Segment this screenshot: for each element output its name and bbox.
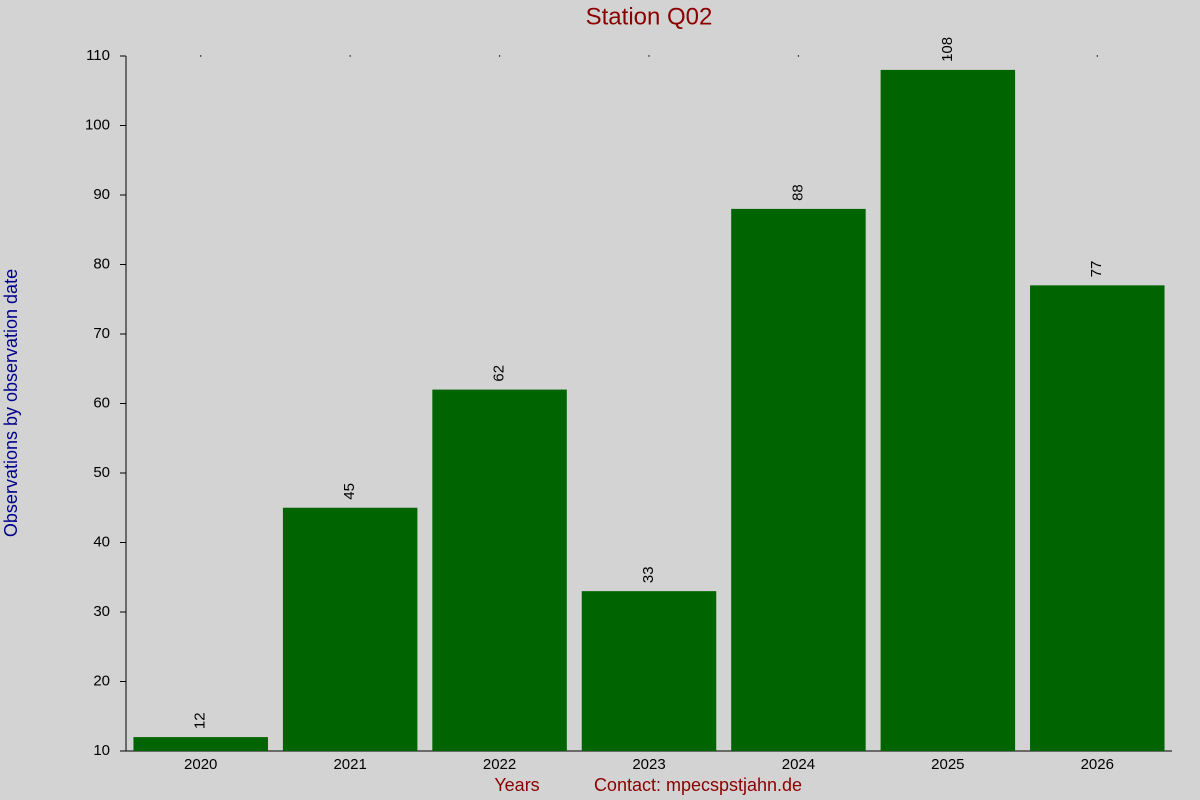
value-label: 108 — [939, 37, 956, 62]
top-tick — [648, 55, 650, 57]
bar — [880, 69, 1016, 751]
y-tick-label: 20 — [93, 672, 110, 689]
value-label: 45 — [341, 483, 358, 500]
x-axis-label: Years — [494, 775, 539, 795]
value-label: 33 — [640, 566, 657, 583]
y-axis-label: Observations by observation date — [1, 269, 21, 537]
y-tick-label: 110 — [86, 47, 110, 64]
value-label: 62 — [491, 365, 508, 382]
top-tick — [498, 55, 501, 57]
y-tick-label: 90 — [93, 186, 110, 203]
y-tick-label: 70 — [93, 325, 110, 342]
x-tick-label: 2025 — [931, 756, 964, 773]
contact: Contact: mpecspstjahn.de — [594, 775, 802, 795]
bar — [1030, 285, 1165, 751]
x-tick-label: 2021 — [333, 756, 366, 773]
y-tick-label: 60 — [93, 394, 110, 411]
value-label: 12 — [192, 712, 209, 729]
x-tick-label: 2022 — [483, 756, 516, 773]
bar — [731, 208, 866, 751]
x-tick-label: 2026 — [1081, 756, 1114, 773]
y-tick-label: 100 — [85, 116, 110, 133]
y-tick-label: 50 — [93, 464, 110, 481]
top-tick — [200, 55, 202, 57]
top-tick — [1096, 55, 1098, 57]
x-tick-label: 2023 — [632, 756, 665, 773]
y-tick-label: 40 — [93, 533, 110, 550]
bar — [581, 591, 717, 751]
value-label: 77 — [1088, 261, 1105, 278]
bar — [432, 389, 567, 751]
x-tick-label: 2020 — [184, 756, 217, 773]
value-label: 88 — [789, 184, 806, 201]
y-tick-label: 80 — [93, 255, 110, 272]
y-tick-label: 10 — [93, 742, 110, 759]
y-tick-label: 30 — [93, 603, 110, 620]
top-tick — [947, 55, 949, 57]
x-tick-label: 2024 — [782, 756, 815, 773]
bar — [282, 507, 418, 751]
top-tick — [797, 55, 800, 57]
top-tick — [349, 55, 351, 57]
bar — [133, 737, 268, 751]
chart-title: Station Q02 — [586, 3, 713, 30]
